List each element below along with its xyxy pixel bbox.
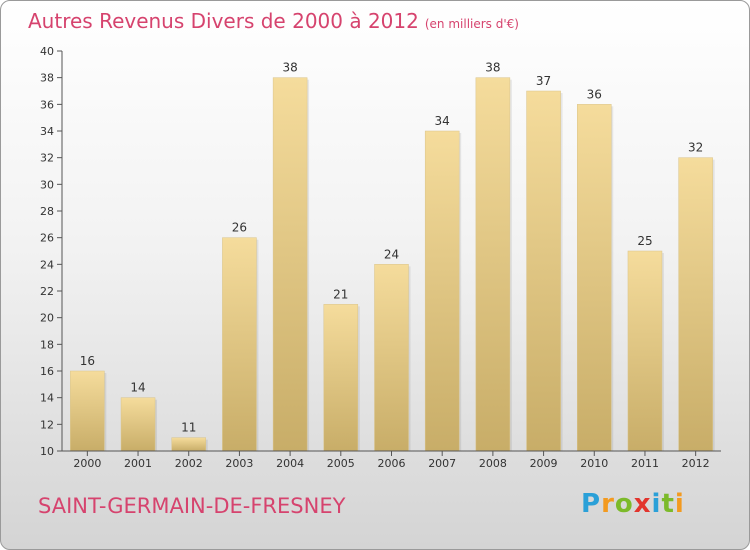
logo-letter: r [601, 489, 615, 519]
x-tick-label: 2003 [225, 457, 253, 470]
x-tick-label: 2010 [580, 457, 608, 470]
x-tick-label: 2000 [73, 457, 101, 470]
data-label: 24 [384, 247, 399, 261]
data-label: 38 [282, 61, 297, 75]
chart-title-text: Autres Revenus Divers de 2000 à 2012 [28, 9, 419, 33]
bar [171, 437, 206, 452]
y-tick-label: 40 [40, 45, 54, 58]
y-tick-label: 32 [40, 152, 54, 165]
y-tick-label: 14 [40, 392, 54, 405]
bar [120, 397, 156, 452]
bar [577, 104, 612, 452]
x-tick-label: 2005 [327, 457, 355, 470]
x-tick-label: 2002 [175, 457, 203, 470]
x-tick-label: 2001 [124, 457, 152, 470]
y-tick-label: 20 [40, 312, 54, 325]
data-label: 16 [80, 354, 95, 368]
data-label: 26 [232, 221, 247, 235]
y-tick-label: 22 [40, 285, 54, 298]
proxiti-logo: Proxiti [581, 489, 685, 519]
logo-letter: x [633, 489, 652, 519]
logo-letter: t [661, 489, 675, 519]
data-label: 25 [637, 234, 652, 248]
y-tick-label: 28 [40, 205, 54, 218]
x-tick-label: 2011 [631, 457, 659, 470]
bar [526, 90, 561, 452]
chart-unit: (en milliers d'€) [424, 17, 519, 31]
chart-title: Autres Revenus Divers de 2000 à 2012 (en … [28, 9, 519, 33]
bar [424, 130, 460, 452]
bar [475, 77, 511, 452]
data-label: 21 [333, 287, 348, 301]
y-tick-label: 18 [40, 338, 54, 351]
bar [70, 370, 105, 452]
data-label: 11 [181, 421, 196, 435]
x-tick-label: 2012 [682, 457, 710, 470]
bar [627, 250, 663, 452]
data-label: 36 [587, 87, 602, 101]
logo-letter: i [651, 489, 662, 519]
location-label: SAINT-GERMAIN-DE-FRESNEY [38, 494, 346, 518]
y-tick-label: 36 [40, 98, 54, 111]
y-tick-label: 38 [40, 72, 54, 85]
y-tick-label: 12 [40, 418, 54, 431]
data-label: 38 [485, 61, 500, 75]
x-tick-label: 2008 [479, 457, 507, 470]
data-label: 14 [130, 381, 145, 395]
logo-letter: i [674, 489, 685, 519]
y-tick-label: 16 [40, 365, 54, 378]
data-label: 37 [536, 74, 551, 88]
data-label: 34 [435, 114, 450, 128]
y-tick-label: 10 [40, 445, 54, 458]
logo-letter: o [614, 489, 634, 519]
x-tick-label: 2007 [428, 457, 456, 470]
bar [323, 304, 359, 452]
bar [272, 77, 308, 452]
data-label: 32 [688, 141, 703, 155]
x-tick-label: 2004 [276, 457, 304, 470]
logo-letter: P [581, 489, 602, 519]
x-tick-label: 2009 [530, 457, 558, 470]
y-tick-label: 24 [40, 258, 54, 271]
y-tick-label: 34 [40, 125, 54, 138]
y-tick-label: 26 [40, 232, 54, 245]
x-tick-label: 2006 [378, 457, 406, 470]
bar [374, 264, 409, 452]
bar [222, 237, 257, 452]
bar [678, 157, 713, 452]
y-tick-label: 30 [40, 178, 54, 191]
